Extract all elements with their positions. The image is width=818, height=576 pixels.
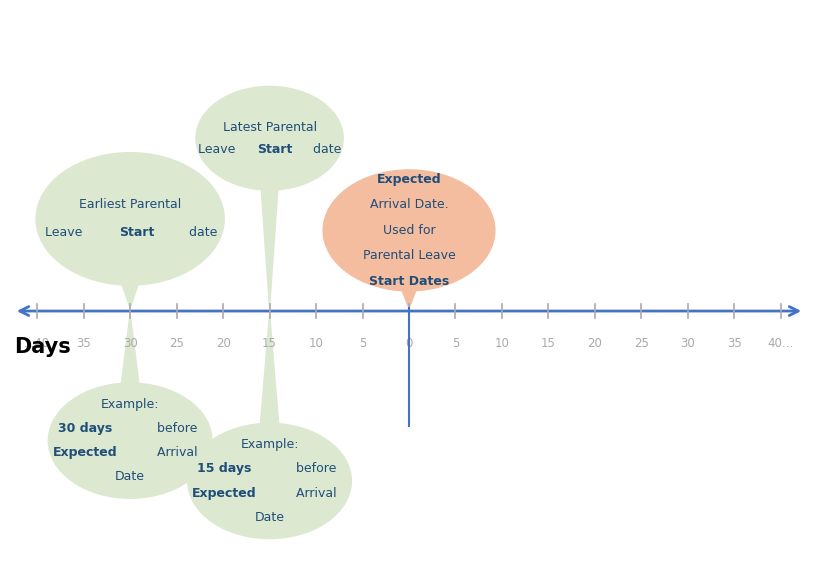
- Text: 30 days: 30 days: [58, 422, 112, 435]
- Text: Arrival: Arrival: [292, 487, 337, 499]
- Ellipse shape: [196, 86, 344, 190]
- Text: 40...: 40...: [768, 337, 794, 350]
- Text: 20: 20: [216, 337, 231, 350]
- Text: 30: 30: [123, 337, 137, 350]
- Text: Latest Parental: Latest Parental: [222, 121, 317, 134]
- Text: 5: 5: [452, 337, 459, 350]
- Text: before: before: [292, 463, 337, 475]
- Ellipse shape: [48, 383, 212, 498]
- Text: Days: Days: [14, 337, 70, 357]
- Polygon shape: [398, 282, 420, 308]
- Text: Leave: Leave: [45, 226, 86, 239]
- Text: 30: 30: [681, 337, 695, 350]
- Text: 10: 10: [308, 337, 323, 350]
- Ellipse shape: [188, 423, 352, 539]
- Text: 0: 0: [405, 337, 413, 350]
- Text: Example:: Example:: [240, 438, 299, 451]
- Text: 20: 20: [587, 337, 602, 350]
- Text: Arrival Date.: Arrival Date.: [370, 199, 448, 211]
- Text: Start: Start: [119, 226, 155, 239]
- Ellipse shape: [323, 170, 495, 291]
- Text: Expected: Expected: [376, 173, 442, 186]
- Text: Earliest Parental: Earliest Parental: [79, 199, 182, 211]
- Text: Expected: Expected: [53, 446, 118, 459]
- Text: 25: 25: [634, 337, 649, 350]
- Text: Parental Leave: Parental Leave: [362, 249, 456, 262]
- Polygon shape: [260, 314, 280, 432]
- Text: Leave: Leave: [198, 143, 240, 156]
- Text: 35: 35: [727, 337, 742, 350]
- Text: before: before: [153, 422, 197, 435]
- Text: Example:: Example:: [101, 398, 160, 411]
- Text: Start: Start: [257, 143, 292, 156]
- Polygon shape: [120, 314, 140, 392]
- Polygon shape: [119, 275, 142, 308]
- Text: Start Dates: Start Dates: [369, 275, 449, 287]
- Text: date: date: [309, 143, 341, 156]
- Text: Expected: Expected: [192, 487, 257, 499]
- Text: 35: 35: [76, 337, 91, 350]
- Text: 5: 5: [359, 337, 366, 350]
- Text: Date: Date: [115, 471, 145, 483]
- Text: Used for: Used for: [383, 224, 435, 237]
- Text: 15: 15: [262, 337, 277, 350]
- Polygon shape: [261, 182, 278, 308]
- Text: 15 days: 15 days: [197, 463, 252, 475]
- Text: Date: Date: [254, 511, 285, 524]
- Text: 10: 10: [495, 337, 510, 350]
- Text: 15: 15: [541, 337, 556, 350]
- Ellipse shape: [36, 153, 224, 285]
- Text: 25: 25: [169, 337, 184, 350]
- Text: ...40: ...40: [24, 337, 50, 350]
- Text: Arrival: Arrival: [153, 446, 197, 459]
- Text: date: date: [185, 226, 218, 239]
